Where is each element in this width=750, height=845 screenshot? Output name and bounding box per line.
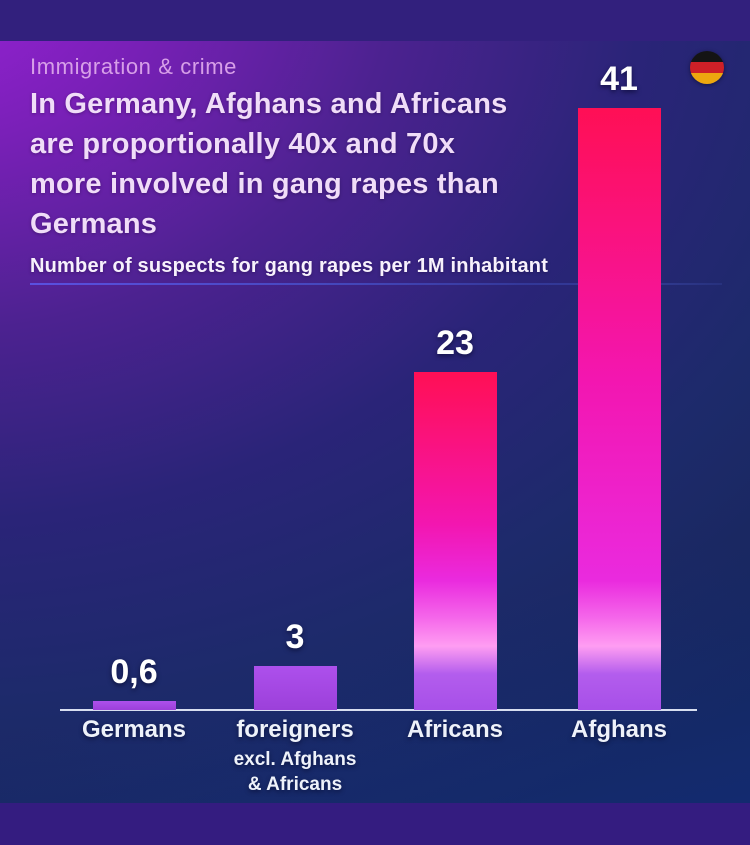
- bar-category-label-foreigners: foreigners excl. Afghans & Africans: [233, 716, 357, 795]
- bar-value-label-germans: 0,6: [110, 653, 158, 691]
- bar-value-label-afghans: 41: [600, 60, 638, 98]
- bar-afghans: [577, 108, 661, 710]
- kicker-text: Immigration & crime: [30, 54, 237, 79]
- bar-category-label-afghans: Afghans: [571, 716, 667, 743]
- bar-value-label-africans: 23: [436, 324, 474, 362]
- bar-germans: [92, 701, 176, 710]
- bar-africans: [413, 372, 497, 710]
- chart-title: Number of suspects for gang rapes per 1M…: [30, 255, 549, 277]
- bar-foreigners: [253, 666, 337, 710]
- bar-category-label-africans: Africans: [406, 716, 504, 743]
- chart-baseline: [60, 709, 697, 711]
- headline: In Germany, Afghans and Africans are pro…: [30, 88, 508, 240]
- bar-value-label-foreigners: 3: [285, 618, 305, 656]
- top-border-band: [0, 0, 750, 41]
- title-underline: [30, 283, 722, 285]
- bottom-border-band: [0, 803, 750, 845]
- bar-category-sublabel-foreigners: excl. Afghans & Africans: [233, 749, 357, 795]
- bar-category-label-germans: Germans: [81, 716, 187, 743]
- germany-flag-icon: [690, 51, 724, 84]
